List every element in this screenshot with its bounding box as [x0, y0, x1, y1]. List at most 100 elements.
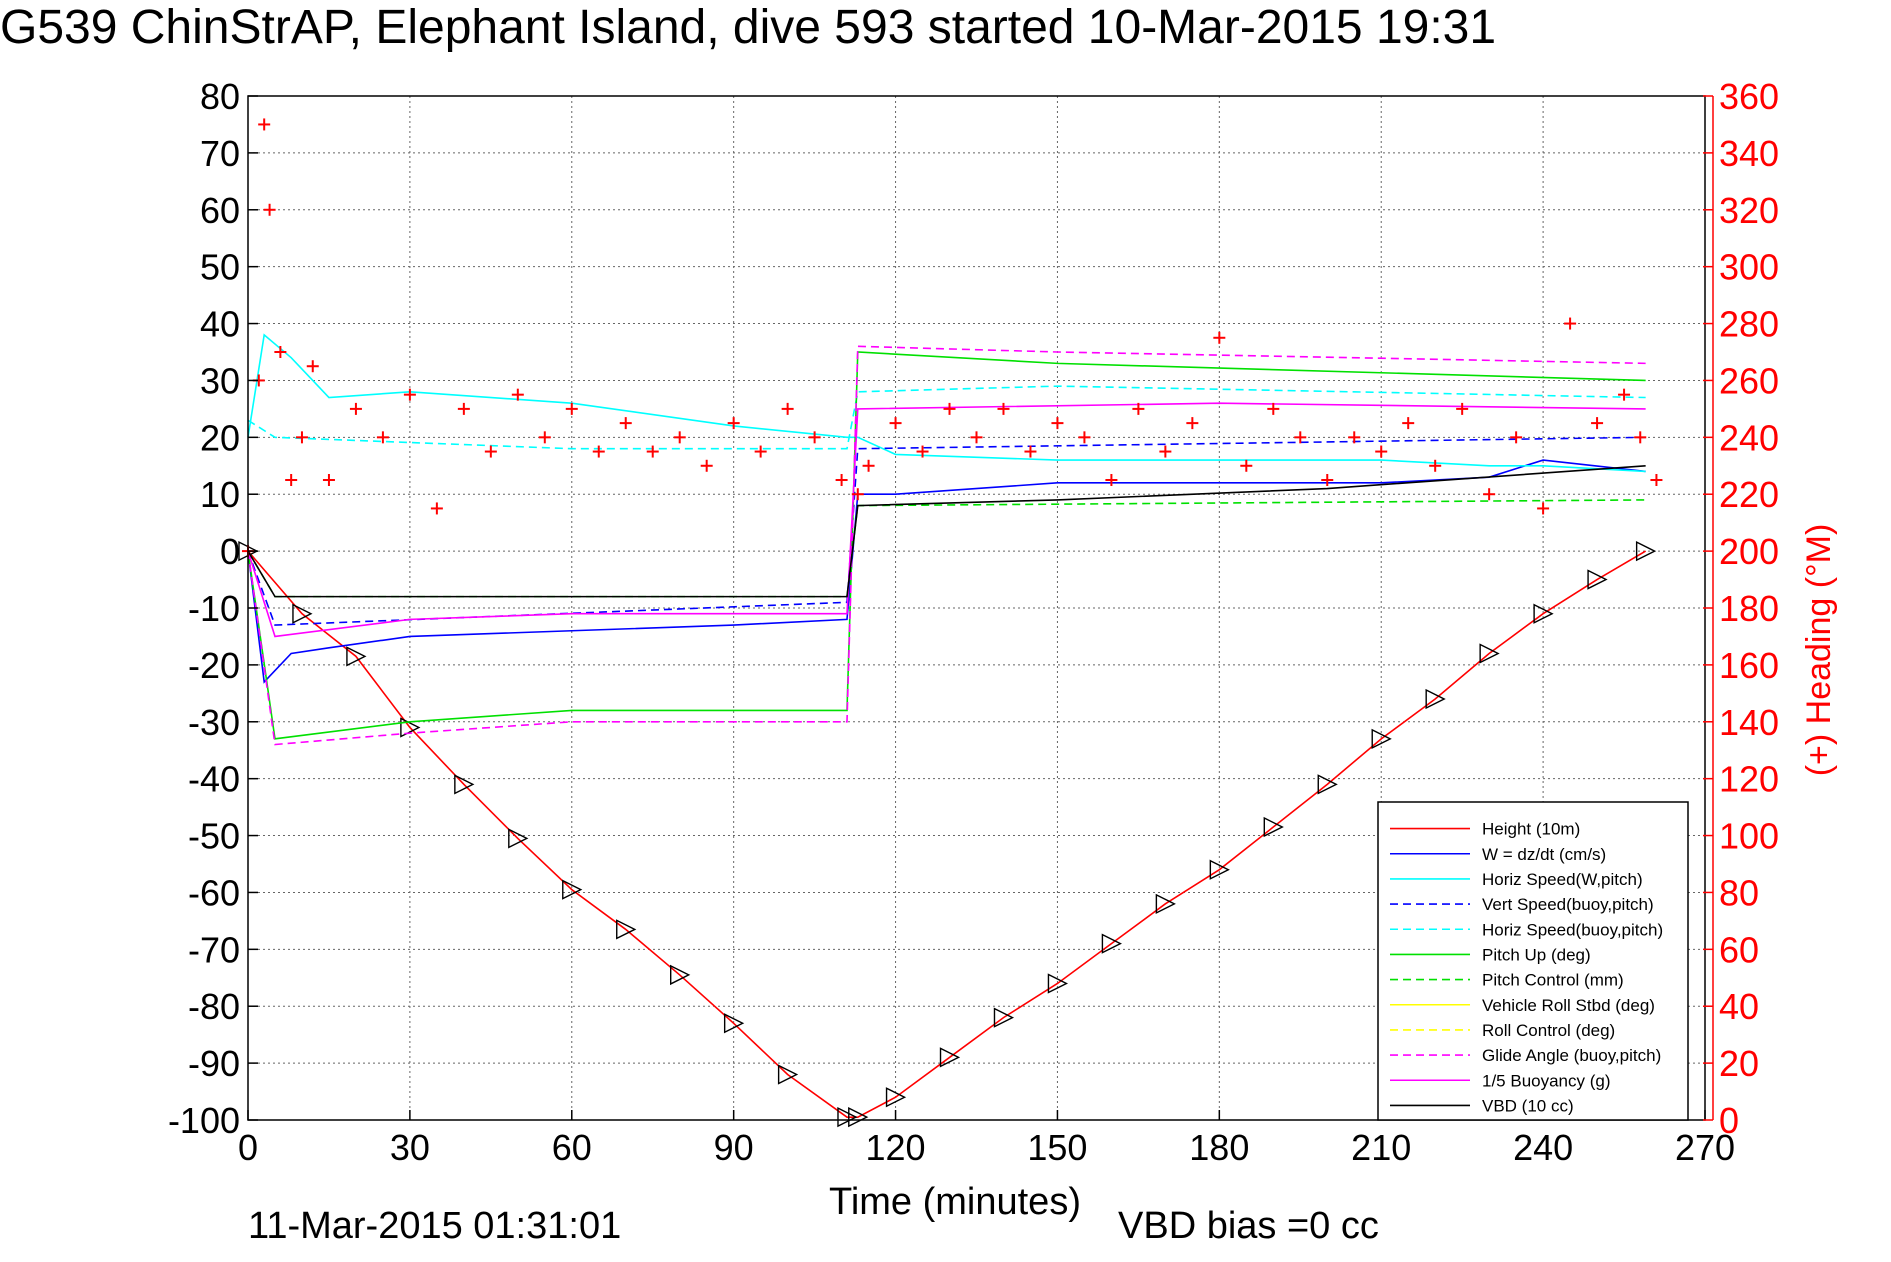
- heading-point: [403, 388, 416, 401]
- y-right-tick-label: 160: [1719, 645, 1779, 686]
- legend-entry-label: 1/5 Buoyancy (g): [1482, 1071, 1611, 1090]
- x-tick-label: 210: [1351, 1127, 1411, 1168]
- legend-entry-label: W = dz/dt (cm/s): [1482, 845, 1606, 864]
- heading-point: [1348, 431, 1361, 444]
- y-right-tick-label: 300: [1719, 247, 1779, 288]
- height-marker: [848, 1107, 869, 1128]
- heading-point: [295, 431, 308, 444]
- y-left-tick-label: 80: [200, 76, 240, 117]
- x-tick-label: 180: [1189, 1127, 1249, 1168]
- heading-point: [997, 402, 1010, 415]
- heading-point: [1591, 417, 1604, 430]
- y-right-tick-label: 40: [1719, 986, 1759, 1027]
- y-right-tick-label: 120: [1719, 759, 1779, 800]
- height-marker: [993, 1007, 1015, 1028]
- heading-point: [1650, 474, 1663, 486]
- x-tick-label: 90: [714, 1127, 754, 1168]
- grid: [248, 96, 1705, 1120]
- y-right-tick-label: 360: [1719, 76, 1779, 117]
- footer-vbd-bias: VBD bias =0 cc: [1118, 1205, 1379, 1247]
- legend-entry-label: Glide Angle (buoy,pitch): [1482, 1046, 1661, 1065]
- y-right-tick-label: 80: [1719, 872, 1759, 913]
- y-right-tick-label: 240: [1719, 417, 1779, 458]
- y-right-tick-label: 260: [1719, 360, 1779, 401]
- heading-point: [1132, 402, 1145, 415]
- height-marker: [616, 919, 637, 940]
- heading-point: [727, 417, 740, 430]
- heading-point: [1321, 474, 1334, 486]
- x-tick-label: 270: [1675, 1127, 1735, 1168]
- y-left-tick-label: -100: [168, 1100, 240, 1141]
- heading-point: [1483, 488, 1496, 501]
- y-right-tick-label: 280: [1719, 304, 1779, 345]
- heading-point: [851, 488, 864, 501]
- height-marker: [777, 1064, 799, 1085]
- series-line: [247, 550, 1647, 1118]
- heading-point: [1186, 417, 1199, 430]
- y-left-tick-label: -20: [188, 645, 240, 686]
- heading-point: [376, 431, 389, 444]
- height-marker: [454, 774, 475, 795]
- legend-entry-label: Horiz Speed(buoy,pitch): [1482, 920, 1663, 939]
- heading-point: [1537, 502, 1550, 515]
- series-line: [247, 385, 1646, 450]
- height-marker: [1635, 540, 1657, 562]
- x-tick-label: 120: [866, 1127, 926, 1168]
- y-left-tick-label: 40: [200, 304, 240, 345]
- legend-entry-label: VBD (10 cc): [1482, 1096, 1574, 1115]
- y-left-tick-label: 60: [200, 190, 240, 231]
- heading-point: [970, 431, 983, 444]
- heading-point: [1618, 388, 1631, 401]
- y-right-tick-label: 220: [1719, 474, 1779, 515]
- heading-point: [1429, 459, 1442, 472]
- y-left-tick-label: 20: [200, 417, 240, 458]
- height-marker: [562, 879, 583, 900]
- height-marker: [292, 603, 313, 624]
- heading-point: [862, 459, 875, 472]
- series-line: [247, 459, 1646, 684]
- legend-entry-label: Horiz Speed(W,pitch): [1482, 870, 1643, 889]
- heading-point: [258, 118, 271, 131]
- y-right-tick-label: 100: [1719, 816, 1779, 857]
- series-line: [247, 333, 1646, 473]
- y-right-axis-label: (+) Heading (°M): [1800, 524, 1838, 777]
- y-right-tick-label: 200: [1719, 531, 1779, 572]
- y-left-tick-label: 30: [200, 360, 240, 401]
- y-right-tick-label: 140: [1719, 702, 1779, 743]
- heading-point: [349, 402, 362, 415]
- series-line: [247, 345, 1646, 746]
- series-layer: [238, 118, 1663, 1128]
- heading-point: [835, 474, 848, 486]
- x-tick-label: 150: [1027, 1127, 1087, 1168]
- y-left-tick-label: -90: [188, 1043, 240, 1084]
- legend-entry-label: Roll Control (deg): [1482, 1021, 1615, 1040]
- heading-point: [1240, 459, 1253, 472]
- x-tick-label: 60: [552, 1127, 592, 1168]
- legend-entry-label: Pitch Up (deg): [1482, 945, 1591, 964]
- height-marker: [1587, 569, 1608, 590]
- chart-title: G539 ChinStrAP, Elephant Island, dive 59…: [0, 4, 1497, 52]
- heading-point: [538, 431, 551, 444]
- series-line: [247, 499, 1646, 598]
- height-marker: [1047, 973, 1069, 994]
- y-left-tick-label: -70: [188, 929, 240, 970]
- heading-point: [808, 431, 821, 444]
- y-right-tick-label: 180: [1719, 588, 1779, 629]
- heading-point: [1510, 431, 1523, 444]
- heading-point: [673, 431, 686, 444]
- heading-point: [1024, 445, 1037, 458]
- y-right-tick-label: 340: [1719, 133, 1779, 174]
- heading-point: [322, 474, 335, 486]
- x-tick-label: 0: [238, 1127, 258, 1168]
- y-left-tick-label: -30: [188, 702, 240, 743]
- heading-point: [430, 502, 443, 515]
- footer-timestamp: 11-Mar-2015 01:31:01: [248, 1205, 622, 1247]
- height-marker: [508, 828, 529, 849]
- y-left-tick-label: -50: [188, 816, 240, 857]
- heading-point: [1402, 417, 1415, 430]
- heading-point: [511, 388, 524, 401]
- heading-point: [1294, 431, 1307, 444]
- heading-point: [592, 445, 605, 458]
- heading-point: [1634, 431, 1647, 444]
